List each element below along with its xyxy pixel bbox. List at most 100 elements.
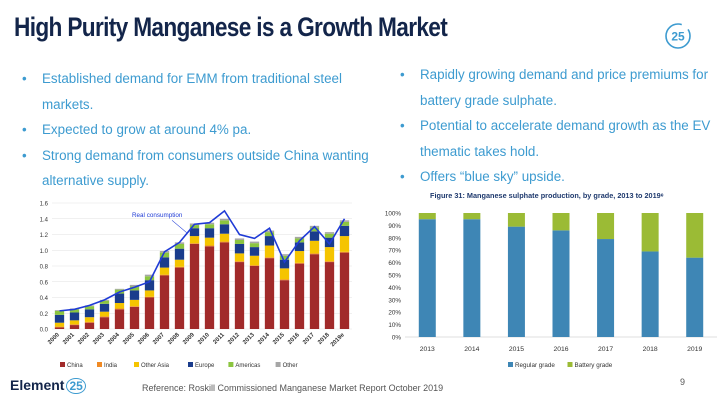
bar-segment (129, 306, 140, 307)
y-tick-label: 1.0 (40, 249, 49, 255)
bar-segment (264, 230, 275, 233)
bar-segment (597, 239, 615, 337)
y-tick-label: 90% (388, 223, 401, 230)
bullet-item: Expected to grow at around 4% pa. (20, 117, 390, 143)
bar-segment (219, 233, 230, 242)
bar-segment (204, 245, 215, 247)
legend-label: Battery grade (575, 362, 613, 369)
reference-note: Reference: Roskill Commissioned Manganes… (142, 383, 444, 393)
y-tick-label: 0.2 (40, 312, 49, 318)
bar-segment (129, 286, 140, 291)
bar-segment (114, 308, 125, 310)
y-tick-label: 30% (388, 297, 401, 304)
bar-segment (249, 266, 260, 329)
bar-segment (597, 213, 615, 240)
x-tick-label: 2016 (287, 332, 301, 346)
legend-label: Other (283, 363, 298, 369)
bar-segment (324, 237, 335, 248)
bar-segment (189, 228, 200, 237)
legend-swatch (97, 362, 102, 367)
legend-swatch (60, 362, 65, 367)
bar-segment (234, 261, 245, 263)
bar-segment (309, 240, 320, 254)
x-tick-label: 2017 (302, 332, 316, 346)
bullet-item: Strong demand from consumers outside Chi… (20, 143, 390, 194)
bar-segment (279, 259, 290, 269)
x-tick-label: 2002 (77, 332, 91, 346)
bar-segment (234, 240, 245, 244)
y-tick-label: 1.4 (40, 217, 49, 223)
footer-brand-number: 25 (66, 378, 86, 394)
legend-label: Americas (235, 363, 260, 369)
bar-segment (174, 248, 185, 260)
bar-segment (84, 317, 95, 322)
bar-segment (279, 279, 290, 281)
annotation-pointer (171, 220, 188, 234)
bar-segment (339, 252, 350, 329)
y-tick-label: 70% (388, 248, 401, 255)
x-tick-label: 2015 (272, 332, 286, 346)
bar-segment (99, 311, 110, 317)
bar-segment (159, 257, 170, 268)
bar-segment (324, 247, 335, 262)
bar-segment (54, 326, 65, 328)
bar-segment (54, 327, 65, 329)
y-tick-label: 20% (388, 310, 401, 317)
bar-segment (174, 259, 185, 267)
x-tick-label: 2010 (197, 332, 211, 346)
bar-segment (144, 297, 155, 329)
legend-swatch (134, 362, 139, 367)
bullet-item: Offers “blue sky” upside. (398, 164, 716, 190)
bar-segment (279, 268, 290, 280)
footer-logo: Element 25 (10, 377, 86, 394)
legend-label: Other Asia (141, 363, 170, 369)
legend-swatch (567, 362, 573, 367)
legend-swatch (508, 362, 513, 367)
bar-segment (54, 322, 65, 327)
bar-segment (69, 325, 80, 329)
bar-segment (264, 258, 275, 329)
bar-segment (249, 255, 260, 266)
x-tick-label: 2018 (643, 346, 658, 353)
x-tick-label: 2017 (598, 346, 613, 353)
bar-segment (114, 293, 125, 304)
bar-segment (294, 236, 305, 239)
bar-segment (54, 314, 65, 323)
slide-title: High Purity Manganese is a Growth Market (14, 12, 448, 42)
bar-segment (324, 232, 335, 234)
bar-segment (309, 227, 320, 232)
bar-segment (129, 306, 140, 329)
bar-segment (174, 266, 185, 268)
bar-segment (144, 296, 155, 298)
y-tick-label: 0.8 (40, 265, 49, 271)
bar-segment (249, 243, 260, 248)
y-tick-label: 0.6 (40, 280, 49, 286)
bar-segment (234, 262, 245, 329)
bar-segment (69, 320, 80, 325)
bar-segment (463, 219, 481, 337)
legend-swatch (275, 362, 281, 367)
bar-segment (641, 251, 659, 337)
legend-swatch (188, 362, 193, 367)
bar-segment (99, 300, 110, 304)
x-tick-label: 2007 (152, 332, 166, 346)
bar-segment (189, 243, 200, 244)
bar-segment (159, 275, 170, 329)
bar-segment (114, 303, 125, 309)
legend-label: Regular grade (515, 362, 555, 369)
bullet-item: Potential to accelerate demand growth as… (398, 113, 716, 164)
bar-segment (294, 262, 305, 264)
x-tick-label: 2001 (62, 332, 76, 346)
bar-segment (309, 254, 320, 329)
bar-segment (159, 267, 170, 275)
y-tick-label: 60% (388, 260, 401, 267)
y-tick-label: 50% (388, 273, 401, 280)
bar-segment (418, 213, 436, 220)
bar-segment (69, 324, 80, 326)
y-tick-label: 80% (388, 235, 401, 242)
bar-segment (249, 265, 260, 266)
bar-segment (174, 243, 185, 249)
x-tick-label: 2013 (242, 332, 256, 346)
bar-segment (174, 267, 185, 329)
